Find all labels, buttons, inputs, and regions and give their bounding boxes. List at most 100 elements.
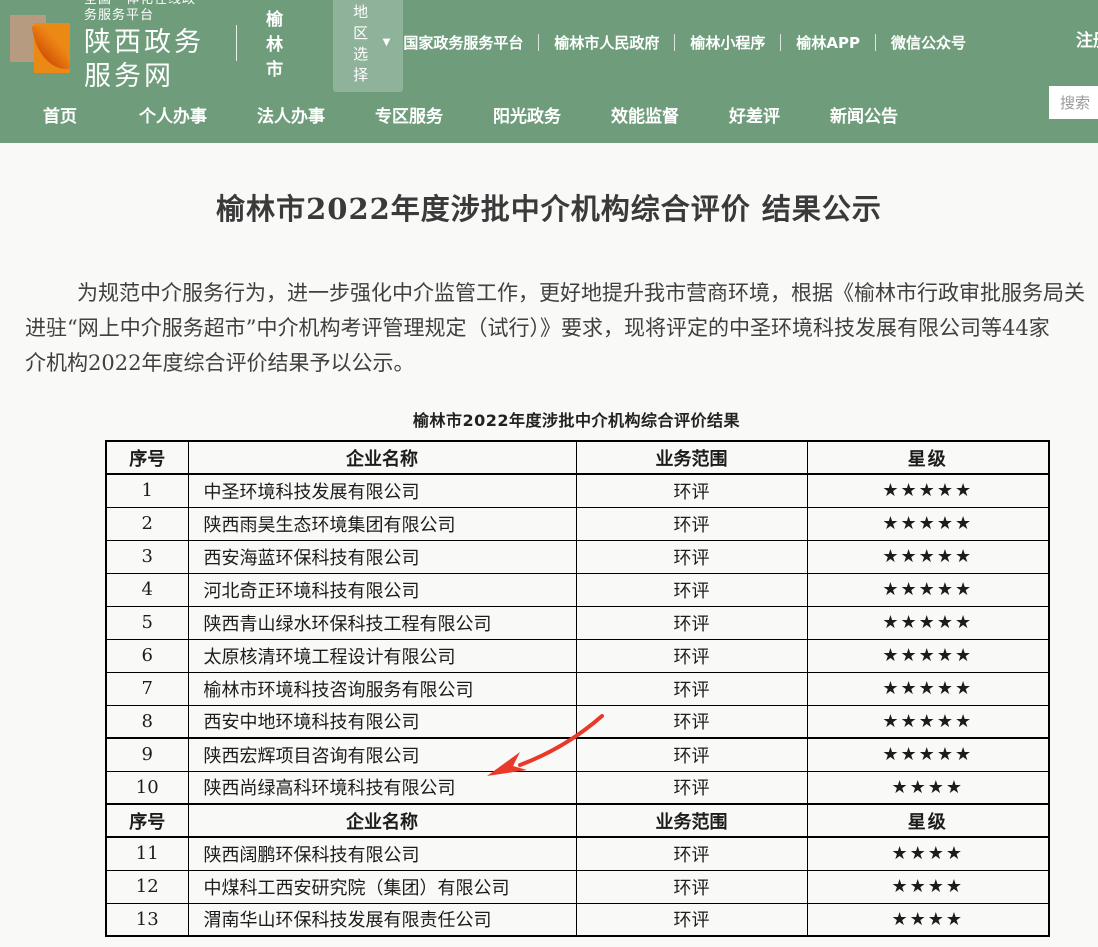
company-name: 渭南华山环保科技发展有限责任公司 [187,902,577,937]
search-input[interactable] [1049,86,1098,119]
nav-item[interactable]: 专区服务 [375,106,443,127]
business-scope: 环评 [575,605,808,640]
business-scope: 环评 [575,638,808,673]
row-number: 6 [105,638,189,673]
star-rating: ★★★★★ [806,704,1050,739]
star-rating: ★★★★★ [806,737,1050,772]
business-scope: 环评 [575,704,808,739]
star-rating: ★★★★★ [806,539,1050,574]
table-row: 12 中煤科工西安研究院（集团）有限公司 环评 ★★★★ [105,869,1050,904]
company-name: 榆林市环境科技咨询服务有限公司 [187,671,577,706]
star-rating: ★★★★★ [806,638,1050,673]
quick-link[interactable]: 榆林市人民政府 [554,34,660,52]
region-selector-button[interactable]: 地区选择 ▼ [332,0,404,92]
business-scope: 环评 [575,572,808,607]
current-city-label: 榆林市 [266,10,284,80]
business-scope: 环评 [575,473,808,508]
star-rating: ★★★★ [806,770,1050,805]
company-name: 陕西宏辉项目咨询有限公司 [187,737,577,772]
business-scope: 环评 [575,671,808,706]
table-row: 1 中圣环境科技发展有限公司 环评 ★★★★★ [105,473,1050,508]
star-rating: ★★★★ [806,836,1050,871]
table-row: 5 陕西青山绿水环保科技工程有限公司 环评 ★★★★★ [105,605,1050,640]
business-scope: 环评 [575,539,808,574]
company-name: 河北奇正环境科技有限公司 [187,572,577,607]
table-row: 11 陕西阔鹏环保科技有限公司 环评 ★★★★ [105,836,1050,871]
article-content: 榆林市2022年度涉批中介机构综合评价 结果公示 为规范中介服务行为，进一步强化… [0,186,1098,937]
row-number: 10 [105,770,189,805]
company-name: 西安海蓝环保科技有限公司 [187,539,577,574]
quick-link[interactable]: 榆林APP [796,34,860,52]
nav-item[interactable]: 效能监督 [611,106,679,127]
business-scope: 环评 [575,506,808,541]
column-header: 序号 [105,440,189,475]
row-number: 11 [105,836,189,871]
quick-link[interactable]: 国家政务服务平台 [403,34,524,52]
nav-item[interactable]: 新闻公告 [830,106,898,127]
column-header: 序号 [105,803,189,838]
nav-item[interactable]: 首页 [43,106,77,127]
row-number: 12 [105,869,189,904]
star-rating: ★★★★ [806,902,1050,937]
main-nav: 首页 个人办事 法人办事 专区服务 阳光政务 效能监督 好差评 新闻公告 [0,85,1098,143]
table-row: 6 太原核清环境工程设计有限公司 环评 ★★★★★ [105,638,1050,673]
quick-links: 国家政务服务平台 榆林市人民政府 榆林小程序 榆林APP 微信公众号 [403,32,1098,53]
evaluation-table: 序号 企业名称 业务范围 星级 1 中圣环境科技发展有限公司 环评 ★★★★★ 2 陕西雨昊生态环… [105,440,1050,937]
nav-item[interactable]: 好差评 [729,106,780,127]
row-number: 7 [105,671,189,706]
row-number: 3 [105,539,189,574]
nav-item[interactable]: 法人办事 [257,106,325,127]
star-rating: ★★★★ [806,869,1050,904]
link-separator [874,34,876,51]
brand-block: 全国一体化在线政务服务平台 陕西政务服务网 [84,0,210,94]
nav-item[interactable]: 个人办事 [139,106,207,127]
star-rating: ★★★★★ [806,605,1050,640]
page-title: 榆林市2022年度涉批中介机构综合评价 结果公示 [216,192,882,226]
announcement-paragraph: 为规范中介服务行为，进一步强化中介监管工作，更好地提升我市营商环境，根据《榆林市… [0,276,1098,381]
brand-divider [235,24,237,61]
company-name: 西安中地环境科技有限公司 [187,704,577,739]
business-scope: 环评 [575,770,808,805]
link-separator [780,34,782,51]
table-row: 7 榆林市环境科技咨询服务有限公司 环评 ★★★★★ [105,671,1050,706]
register-link[interactable]: 注册 [1076,31,1098,51]
table-header-row: 序号 企业名称 业务范围 星级 [105,803,1050,838]
chevron-down-icon: ▼ [382,37,391,48]
column-header: 业务范围 [575,440,808,475]
company-name: 陕西尚绿高科环境科技有限公司 [187,770,577,805]
column-header: 业务范围 [575,803,808,838]
column-header: 企业名称 [187,440,577,475]
column-header: 企业名称 [187,803,577,838]
nav-item[interactable]: 阳光政务 [493,106,561,127]
table-row: 3 西安海蓝环保科技有限公司 环评 ★★★★★ [105,539,1050,574]
site-name: 陕西政务服务网 [84,27,204,92]
business-scope: 环评 [575,869,808,904]
company-name: 中煤科工西安研究院（集团）有限公司 [187,869,577,904]
business-scope: 环评 [575,902,808,937]
row-number: 4 [105,572,189,607]
row-number: 13 [105,902,189,937]
row-number: 2 [105,506,189,541]
row-number: 1 [105,473,189,508]
quick-link[interactable]: 榆林小程序 [690,34,766,52]
company-name: 陕西雨昊生态环境集团有限公司 [187,506,577,541]
table-header-row: 序号 企业名称 业务范围 星级 [105,440,1050,475]
site-logo [8,11,71,75]
header-top-row: 全国一体化在线政务服务平台 陕西政务服务网 榆林市 地区选择 ▼ 国家政务服务平… [0,0,1098,92]
star-rating: ★★★★★ [806,506,1050,541]
site-header: 全国一体化在线政务服务平台 陕西政务服务网 榆林市 地区选择 ▼ 国家政务服务平… [0,0,1098,143]
table-row: 9 陕西宏辉项目咨询有限公司 环评 ★★★★★ [105,737,1050,772]
platform-tagline: 全国一体化在线政务服务平台 [84,0,195,23]
company-name: 太原核清环境工程设计有限公司 [187,638,577,673]
column-header: 星级 [806,440,1050,475]
region-selector-label: 地区选择 [353,2,369,84]
business-scope: 环评 [575,836,808,871]
business-scope: 环评 [575,737,808,772]
table-caption: 榆林市2022年度涉批中介机构综合评价结果 [412,411,741,430]
column-header: 星级 [806,803,1050,838]
paragraph-line: 介机构2022年度综合评价结果予以公示。 [25,351,415,375]
star-rating: ★★★★★ [806,473,1050,508]
table-row: 13 渭南华山环保科技发展有限责任公司 环评 ★★★★ [105,902,1050,937]
star-rating: ★★★★★ [806,671,1050,706]
quick-link[interactable]: 微信公众号 [890,34,966,52]
